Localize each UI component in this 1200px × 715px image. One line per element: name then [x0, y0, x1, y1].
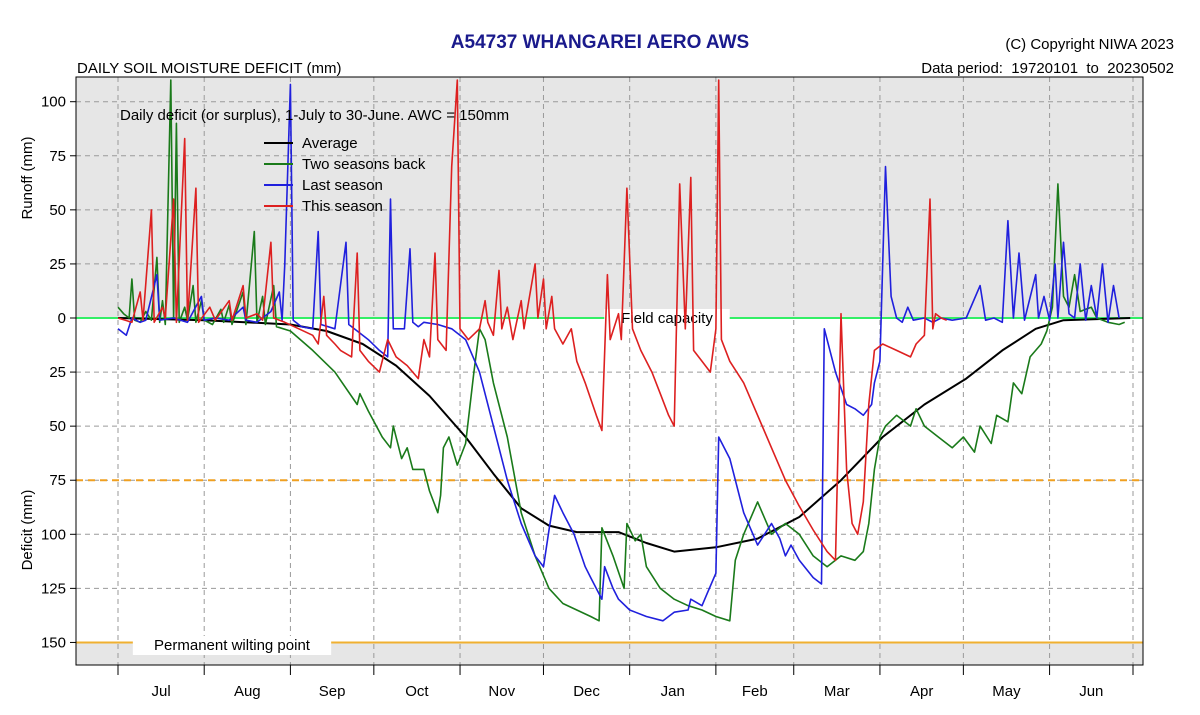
- copyright-notice: (C) Copyright NIWA 2023: [1005, 36, 1174, 53]
- x-tick-label: Dec: [573, 683, 600, 700]
- x-tick-label: Mar: [824, 683, 850, 700]
- legend-label: Average: [302, 135, 358, 152]
- y-tick-label: 75: [49, 148, 66, 165]
- chart-subtitle: Daily deficit (or surplus), 1-July to 30…: [120, 107, 509, 124]
- x-tick-label: Aug: [234, 683, 261, 700]
- chart-annotations: Daily deficit (or surplus), 1-July to 30…: [19, 107, 509, 570]
- y-tick-label: 50: [49, 418, 66, 435]
- series-line-average: [117, 317, 1131, 553]
- reference-lines: Field capacity Permanent wilting point: [76, 309, 1143, 655]
- x-tick-label: Oct: [405, 683, 429, 700]
- y-tick-label: 100: [41, 94, 66, 111]
- x-tick-label: Jun: [1079, 683, 1103, 700]
- y-tick-label: 125: [41, 580, 66, 597]
- y-tick-label: 50: [49, 202, 66, 219]
- chart-background-bands: [76, 77, 1143, 665]
- y-axis-label-deficit: Deficit (mm): [19, 490, 36, 571]
- x-tick-label: Sep: [319, 683, 346, 700]
- reference-label-permanent-wilting-point: Permanent wilting point: [154, 637, 311, 654]
- x-tick-label: Jul: [152, 683, 171, 700]
- y-tick-label: 150: [41, 634, 66, 651]
- x-tick-label: May: [992, 683, 1021, 700]
- chart-legend: Average Two seasons back Last season This s…: [264, 135, 426, 215]
- y-tick-label: 100: [41, 526, 66, 543]
- data-period: Data period: 19720101 to 20230502: [921, 60, 1174, 77]
- y-tick-label: 25: [49, 364, 66, 381]
- y-tick-label: 25: [49, 256, 66, 273]
- y-tick-label: 0: [58, 310, 66, 327]
- reference-label-field-capacity: Field capacity: [621, 310, 713, 327]
- runoff-zone-band: [76, 77, 1143, 318]
- data-period-start: 19720101: [1011, 60, 1079, 77]
- x-tick-label: Jan: [661, 683, 685, 700]
- chart-axes: 100 75 50 25 0 25 50 75 100 125 150 Jul Aug Sep Oct Nov…: [41, 76, 1144, 700]
- legend-label: Two seasons back: [302, 156, 426, 173]
- x-tick-label: Feb: [742, 683, 768, 700]
- y-axis-label-runoff: Runoff (mm): [19, 136, 36, 219]
- legend-label: Last season: [302, 177, 383, 194]
- series-line-this-season: [117, 79, 947, 562]
- reference-label-bg: [604, 309, 730, 328]
- below-wilting-band: [76, 642, 1143, 665]
- x-tick-label: Nov: [488, 683, 515, 700]
- data-period-label: Data period:: [921, 60, 1003, 77]
- plot-frame: [75, 76, 1144, 666]
- data-period-end: 20230502: [1107, 60, 1174, 77]
- chart-title: A54737 WHANGAREI AERO AWS: [450, 32, 750, 53]
- x-tick-label: Apr: [910, 683, 933, 700]
- data-period-to: to: [1086, 60, 1099, 77]
- plot-title: DAILY SOIL MOISTURE DEFICIT (mm): [77, 60, 342, 77]
- legend-label: This season: [302, 198, 383, 215]
- y-tick-label: 75: [49, 472, 66, 489]
- reference-label-bg: [132, 636, 332, 655]
